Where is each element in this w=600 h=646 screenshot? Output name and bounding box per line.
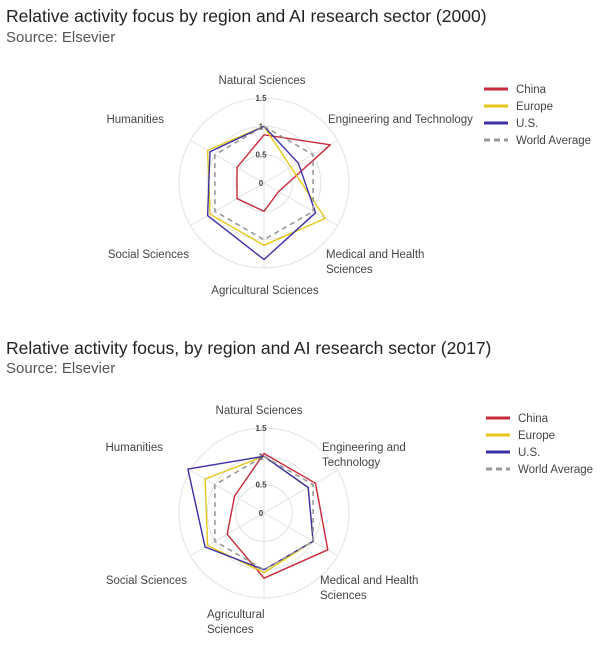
axis-spoke	[263, 470, 338, 514]
legend: China Europe U.S. World Average	[484, 84, 591, 147]
radar-chart-2000: 0 0.5 1 1.5 Natural Sciences Engineering and …	[106, 75, 591, 297]
radar-chart-2017: 0 0.5 1 1.5 Natural Sciences Engineering and T…	[105, 405, 593, 636]
legend-label: World Average	[516, 135, 591, 147]
axis-label: Social Sciences	[108, 249, 189, 261]
r-tick-label: 0.5	[255, 151, 267, 160]
legend-label: China	[516, 84, 547, 96]
axis-label: Agricultural Sciences	[211, 285, 319, 297]
axis-label: Humanities	[105, 442, 163, 454]
legend-label: World Average	[518, 464, 593, 476]
legend-label: Europe	[516, 101, 553, 113]
legend-label: Europe	[518, 430, 555, 442]
r-tick-label: 0	[259, 509, 264, 518]
r-tick-label: 1.5	[255, 424, 267, 433]
legend-label: U.S.	[518, 447, 540, 459]
r-tick-label: 0.5	[255, 481, 267, 490]
chart-source: Source: Elsevier	[6, 360, 116, 377]
radar-series-group	[206, 125, 331, 261]
axis-label: Natural Sciences	[219, 75, 306, 87]
series-china-line	[226, 452, 329, 579]
legend: China Europe U.S. World Average	[486, 413, 593, 476]
series-europe-line	[206, 125, 326, 247]
axis-label: Medical and Health Sciences	[320, 575, 418, 602]
series-u-s-line	[187, 455, 314, 571]
r-tick-label: 1.5	[255, 94, 267, 103]
r-tick-label: 1	[259, 122, 264, 131]
legend-label: China	[518, 413, 549, 425]
axis-label: Humanities	[106, 114, 164, 126]
axis-label: Natural Sciences	[216, 405, 303, 417]
chart-source: Source: Elsevier	[6, 29, 116, 46]
series-china-line	[236, 134, 331, 213]
axis-spoke	[190, 182, 265, 226]
axis-spoke	[190, 470, 265, 514]
axis-label: Medical and Health Sciences	[326, 249, 424, 276]
radar-grid	[178, 97, 350, 269]
legend-label: U.S.	[516, 118, 538, 130]
radar-series-group	[187, 452, 329, 579]
series-world-average-line	[214, 455, 314, 571]
series-u-s-line	[206, 125, 317, 261]
axis-label: Engineering and Technology	[328, 114, 473, 126]
series-world-average-line	[214, 125, 314, 241]
axis-spoke	[263, 140, 338, 184]
chart-title: Relative activity focus, by region and A…	[6, 338, 492, 358]
r-tick-label: 0	[259, 179, 264, 188]
axis-spoke	[263, 512, 338, 556]
axis-label: Engineering and Technology	[322, 442, 406, 469]
chart-title: Relative activity focus by region and AI…	[6, 6, 487, 26]
axis-label: Social Sciences	[106, 575, 187, 587]
r-tick-label: 1	[259, 452, 264, 461]
axis-label: Agricultural Sciences	[207, 609, 265, 636]
axis-spoke	[190, 140, 265, 184]
